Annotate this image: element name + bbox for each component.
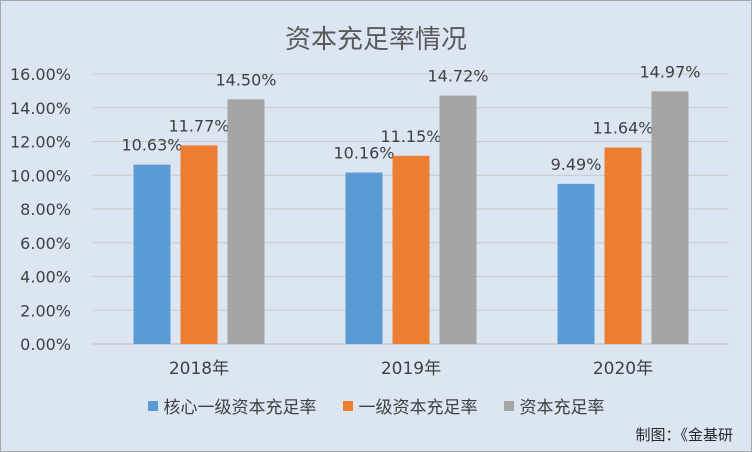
data-label: 11.77% [168, 116, 229, 135]
y-tick-label: 0.00% [20, 335, 71, 354]
chart-title: 资本充足率情况 [284, 25, 467, 55]
legend-swatch [147, 400, 158, 411]
bar [180, 145, 218, 344]
data-label: 10.16% [333, 144, 394, 163]
y-tick-label: 4.00% [20, 268, 71, 287]
legend-swatch [503, 400, 514, 411]
legend-label: 资本充足率 [519, 398, 605, 418]
legend: 核心一级资本充足率 一级资本充足率 资本充足率 [1, 393, 751, 418]
x-tick-label: 2020年 [593, 359, 653, 379]
bar [133, 164, 171, 344]
x-tick-label: 2018年 [169, 359, 229, 379]
data-label: 11.64% [592, 119, 653, 138]
y-tick-label: 8.00% [20, 200, 71, 219]
y-tick-label: 10.00% [10, 166, 71, 185]
y-tick-label: 2.00% [20, 301, 71, 320]
x-tick-label: 2019年 [381, 359, 441, 379]
bar [345, 172, 383, 344]
legend-label: 一级资本充足率 [358, 398, 478, 418]
y-tick-label: 14.00% [10, 99, 71, 118]
data-label: 9.49% [551, 155, 602, 174]
bar [651, 91, 689, 344]
legend-item: 核心一级资本充足率 [147, 393, 317, 418]
bar [227, 99, 265, 344]
bar [392, 155, 430, 344]
y-tick-label: 6.00% [20, 234, 71, 253]
data-label: 14.97% [639, 62, 700, 81]
y-tick-label: 16.00% [10, 65, 71, 84]
bar [604, 147, 642, 344]
bar [557, 183, 595, 344]
legend-swatch [342, 400, 353, 411]
data-label: 14.50% [215, 70, 276, 89]
legend-label: 核心一级资本充足率 [163, 398, 317, 418]
data-label: 10.63% [121, 136, 182, 155]
data-label: 14.72% [427, 67, 488, 86]
source-note: 制图：《金基研 [635, 426, 733, 444]
data-label: 11.15% [380, 127, 441, 146]
legend-item: 一级资本充足率 [342, 393, 478, 418]
y-tick-label: 12.00% [10, 133, 71, 152]
bar [439, 95, 477, 344]
legend-item: 资本充足率 [503, 393, 605, 418]
plot-area: 0.00% 2.00% 4.00% 6.00% 8.00% 10.00% 12.00% 14.… [10, 62, 729, 379]
